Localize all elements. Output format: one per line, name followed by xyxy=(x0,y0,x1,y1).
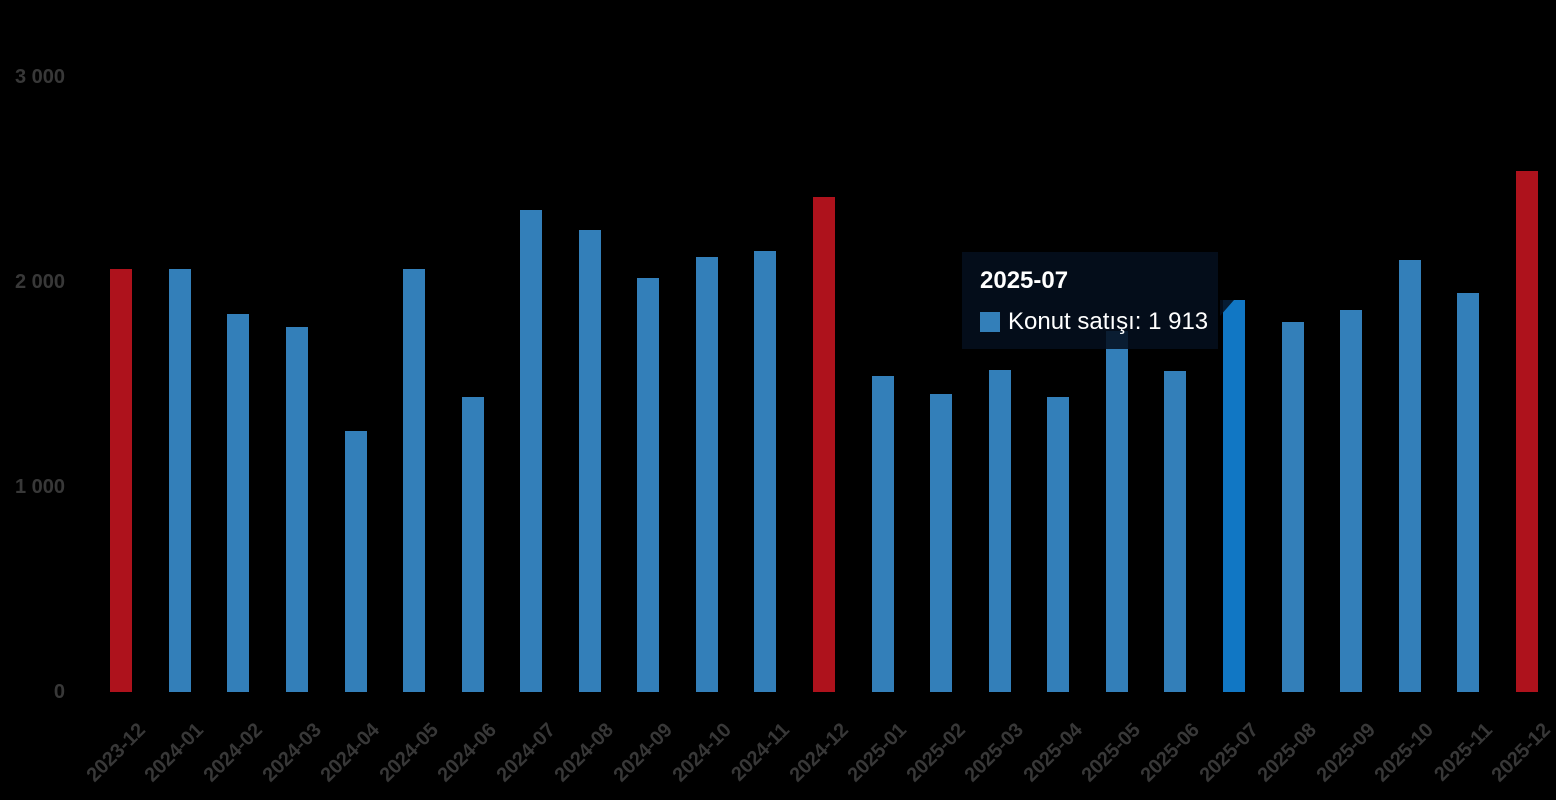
bar-2024-09[interactable] xyxy=(637,278,660,692)
x-axis-label-2024-11: 2024-11 xyxy=(727,719,794,786)
bar-2024-11[interactable] xyxy=(754,251,777,692)
x-axis-label-2025-08: 2025-08 xyxy=(1253,719,1322,787)
x-axis-label-2024-01: 2024-01 xyxy=(140,719,209,787)
x-axis-label-2025-04: 2025-04 xyxy=(1019,719,1087,787)
x-axis-label-2025-05: 2025-05 xyxy=(1077,719,1146,787)
bar-2025-12[interactable] xyxy=(1515,171,1538,692)
x-axis-label-2024-12: 2024-12 xyxy=(785,719,853,787)
bar-2024-04[interactable] xyxy=(344,431,367,692)
x-axis-label-2024-08: 2024-08 xyxy=(550,719,619,787)
bar-2023-12[interactable] xyxy=(110,269,133,692)
bar-2024-01[interactable] xyxy=(168,269,191,692)
x-axis-label-2023-12: 2023-12 xyxy=(82,719,150,787)
bar-2024-10[interactable] xyxy=(695,257,718,692)
bar-2024-06[interactable] xyxy=(461,397,484,692)
bar-2024-12[interactable] xyxy=(813,197,835,692)
x-axis-label-2025-02: 2025-02 xyxy=(902,719,970,787)
bar-2024-03[interactable] xyxy=(286,327,308,692)
bar-2025-03[interactable] xyxy=(988,370,1011,692)
x-axis-label-2024-05: 2024-05 xyxy=(375,719,443,787)
x-axis-label-2025-11: 2025-11 xyxy=(1430,719,1497,786)
x-axis-label-2025-06: 2025-06 xyxy=(1136,719,1204,787)
tooltip-series-value: Konut satışı: 1 913 xyxy=(1008,308,1209,335)
bar-2025-11[interactable] xyxy=(1457,293,1480,692)
bar-2025-04[interactable] xyxy=(1047,397,1070,692)
y-axis-tick-label: 3 000 xyxy=(14,66,65,88)
x-axis-label-2025-12: 2025-12 xyxy=(1487,719,1556,787)
bar-2025-05[interactable] xyxy=(1105,331,1128,692)
bar-2025-06[interactable] xyxy=(1164,371,1187,692)
tooltip-callout-arrow-icon xyxy=(1220,300,1234,316)
x-axis-label-2025-09: 2025-09 xyxy=(1312,719,1380,787)
y-axis-tick-label: 1 000 xyxy=(14,476,65,498)
x-axis-label-2024-06: 2024-06 xyxy=(433,719,502,787)
bar-2025-09[interactable] xyxy=(1340,310,1362,692)
tooltip: 2025-07 Konut satışı: 1 913 xyxy=(962,252,1234,349)
series-square-icon xyxy=(980,312,1000,332)
y-axis-tick-label: 0 xyxy=(53,681,65,703)
bar-2025-08[interactable] xyxy=(1281,322,1304,692)
x-axis-label-2025-01: 2025-01 xyxy=(843,719,912,787)
bar-2025-07[interactable] xyxy=(1222,300,1245,692)
bar-2025-01[interactable] xyxy=(871,376,894,692)
bar-2025-02[interactable] xyxy=(930,394,953,692)
bar-2024-05[interactable] xyxy=(403,269,426,692)
x-axis-label-2024-04: 2024-04 xyxy=(316,719,385,787)
x-axis-label-2024-10: 2024-10 xyxy=(668,719,736,787)
bar-2025-10[interactable] xyxy=(1398,260,1421,692)
tooltip-series-row: Konut satışı: 1 913 xyxy=(980,309,1218,335)
bar-2024-07[interactable] xyxy=(520,210,543,692)
tooltip-title: 2025-07 xyxy=(980,267,1069,294)
bar-2024-02[interactable] xyxy=(227,314,250,692)
x-axis-label-2025-10: 2025-10 xyxy=(1370,719,1439,787)
bar-2024-08[interactable] xyxy=(578,230,601,692)
x-axis-label-2024-03: 2024-03 xyxy=(258,719,326,787)
x-axis-label-2024-02: 2024-02 xyxy=(199,719,267,787)
x-axis-label-2025-03: 2025-03 xyxy=(960,719,1029,787)
x-axis-label-2024-09: 2024-09 xyxy=(609,719,677,787)
x-axis-label-2025-07: 2025-07 xyxy=(1195,719,1263,787)
x-axis-label-2024-07: 2024-07 xyxy=(492,719,560,787)
y-axis-tick-label: 2 000 xyxy=(14,271,65,293)
